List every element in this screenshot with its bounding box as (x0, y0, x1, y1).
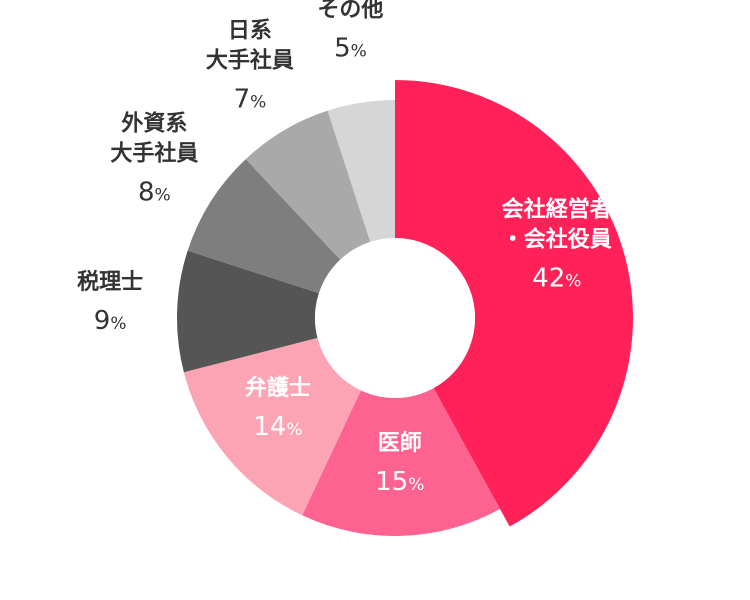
slice-label-text: 税理士 (77, 269, 143, 295)
slice-label-3: 弁護士 14% (245, 375, 311, 442)
slice-value-label: 8% (138, 177, 171, 207)
slice-label-text: 日系 (228, 19, 272, 44)
slice-label-text: その他 (317, 0, 383, 23)
slice-label-text: 医師 (378, 430, 422, 456)
slice-value-label: 9% (94, 306, 127, 336)
slice-labels: 会社経営者・会社役員42%医師15%弁護士14%税理士9%外資系大手社員8%日系… (77, 0, 612, 497)
donut-hole (315, 238, 475, 398)
slice-2 (302, 388, 501, 536)
slice-label-text: 大手社員 (110, 140, 198, 166)
slice-4 (177, 250, 319, 373)
donut-slices (177, 80, 634, 536)
slice-label-7: その他 5% (317, 0, 383, 64)
slice-label-2: 医師 15% (375, 430, 424, 497)
slice-label-text: 弁護士 (245, 375, 311, 401)
slice-label-text: 大手社員 (206, 48, 294, 74)
slice-label-4: 税理士 9% (77, 269, 143, 336)
slice-6 (245, 110, 371, 260)
slice-value-label: 15% (375, 467, 424, 497)
slice-3 (183, 337, 361, 516)
slice-value-label: 7% (234, 85, 267, 115)
slice-value-label: 42% (532, 263, 581, 293)
slice-label-text: 外資系 (121, 110, 187, 136)
slice-label-text: ・会社役員 (502, 226, 612, 252)
slice-label-text: 会社経営者 (502, 196, 612, 222)
slice-value-label: 5% (334, 34, 367, 64)
slice-value-label: 14% (253, 412, 302, 442)
slice-label-1: 会社経営者・会社役員 42% (502, 196, 612, 293)
slice-5 (187, 159, 341, 294)
slice-7 (327, 100, 395, 242)
slice-1 (395, 80, 634, 527)
